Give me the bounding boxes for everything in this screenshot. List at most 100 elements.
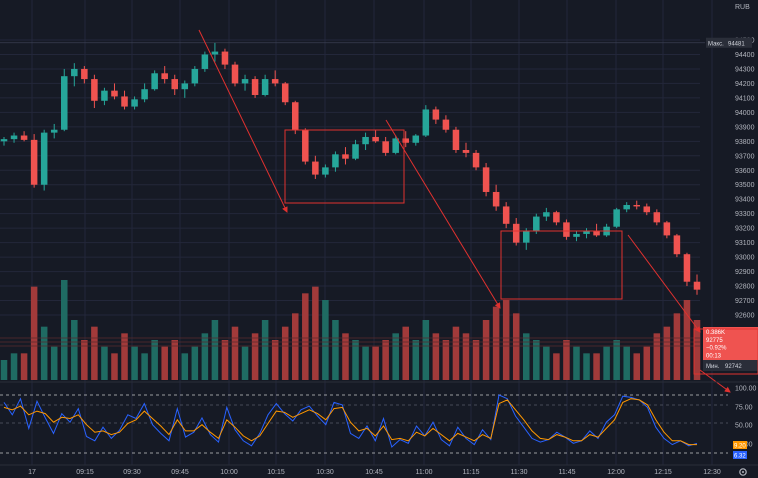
candle-body: [30, 139, 38, 185]
time-axis-tick-label: 12:15: [654, 469, 672, 476]
oscillator-axis-tick-label: 100.00: [735, 386, 757, 393]
candle-body: [251, 79, 259, 95]
candle-body: [633, 205, 641, 207]
volume-bar: [372, 346, 379, 380]
volume-bar: [623, 346, 630, 380]
candle-body: [141, 89, 148, 100]
oscillator-badge-value: 6.32: [734, 454, 746, 460]
candle-body: [121, 96, 128, 107]
candle-body: [402, 138, 410, 143]
volume-bar: [171, 340, 179, 380]
price-axis-tick-label: 93900: [735, 124, 755, 131]
volume-bar: [683, 300, 691, 380]
volume-bar: [352, 340, 359, 380]
candle-body: [522, 231, 530, 243]
candle-body: [382, 141, 389, 153]
last-price-badge-line: 92775: [706, 338, 723, 344]
max-price-badge: [706, 37, 752, 48]
volume-bar: [201, 333, 209, 380]
volume-bar: [482, 320, 490, 380]
candle-body: [211, 51, 219, 55]
oscillator-axis-tick-label: 75.00: [735, 405, 753, 412]
candle-body: [322, 167, 329, 175]
price-axis-tick-label: 93300: [735, 211, 755, 218]
candle-body: [10, 135, 18, 140]
volume-bar: [342, 333, 349, 380]
volume-bar: [81, 340, 88, 380]
volume-bar: [332, 320, 339, 380]
volume-bar: [302, 293, 309, 380]
volume-bar: [362, 346, 369, 380]
annotation-rectangle: [284, 129, 405, 204]
volume-bar: [492, 306, 500, 380]
candle-body: [111, 90, 118, 97]
volume-bar: [271, 340, 279, 380]
candle-body: [261, 79, 269, 95]
candle-body: [131, 99, 138, 107]
oscillator-badge: [733, 451, 747, 459]
candle-body: [442, 119, 450, 130]
volume-bar: [221, 340, 229, 380]
volume-bar: [563, 340, 570, 380]
candle-body: [673, 235, 681, 255]
price-axis-tick-label: 94200: [735, 81, 755, 88]
candle-body: [412, 135, 420, 143]
volume-bar: [231, 326, 239, 380]
price-axis-tick-label: 93200: [735, 226, 755, 233]
annotation-arrow: [627, 234, 701, 333]
volume-bar: [543, 346, 550, 380]
candle-body: [422, 109, 430, 136]
candle-body: [362, 136, 369, 145]
candle-body: [161, 73, 168, 80]
candle-body: [101, 90, 108, 101]
annotation-arrow: [385, 119, 501, 309]
candle-body: [81, 68, 88, 80]
volume-bar: [101, 346, 108, 380]
volume-bar: [30, 286, 38, 380]
price-axis-tick-label: 93100: [735, 240, 755, 247]
settings-gear-icon[interactable]: [739, 468, 747, 476]
candle-body: [231, 64, 239, 84]
volume-bar: [593, 353, 600, 380]
candle-body: [302, 129, 309, 162]
price-axis-tick-label: 94300: [735, 66, 755, 73]
last-price-badge-line: 0.386K: [706, 330, 725, 336]
price-axis-tick-label: 94000: [735, 110, 755, 117]
candle-body: [151, 73, 158, 90]
time-axis-tick-label: 10:00: [220, 469, 238, 476]
candle-body: [683, 254, 691, 282]
annotation-arrow: [699, 369, 731, 393]
price-axis-tick-label: 92900: [735, 269, 755, 276]
candle-body: [201, 54, 209, 69]
candle-body: [181, 83, 189, 90]
candle-body: [332, 154, 339, 168]
time-axis-tick-label: 10:30: [316, 469, 334, 476]
time-axis-tick-label: 12:30: [703, 469, 721, 476]
candle-body: [241, 79, 249, 84]
candle-body: [312, 161, 319, 175]
annotation-rectangle: [693, 328, 758, 375]
volume-bar: [613, 340, 620, 380]
volume-bar: [312, 286, 319, 380]
time-axis-tick-label: 09:30: [123, 469, 141, 476]
volume-bar: [151, 340, 158, 380]
price-axis-tick-label: 93400: [735, 197, 755, 204]
time-axis-tick-label: 11:30: [511, 469, 528, 476]
candle-body: [663, 222, 671, 236]
time-axis-tick-label: 10:45: [365, 469, 383, 476]
candle-body: [91, 79, 98, 101]
candle-body: [693, 281, 701, 290]
volume-bar: [71, 320, 78, 380]
candle-body: [71, 68, 78, 77]
volume-bar: [553, 353, 560, 380]
price-axis-tick-label: 92800: [735, 284, 755, 291]
min-price-label: Мин.: [706, 364, 720, 370]
candle-body: [342, 154, 349, 159]
candle-body: [171, 79, 179, 90]
candle-body: [50, 129, 58, 133]
volume-bar: [573, 346, 580, 380]
volume-bar: [653, 333, 661, 380]
